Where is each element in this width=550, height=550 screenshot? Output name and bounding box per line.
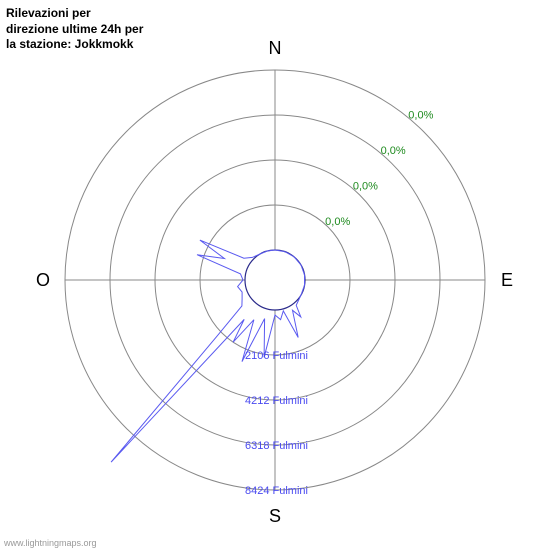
ring-count-label: 6318 Fulmini — [245, 440, 308, 452]
ring-pct-label: 0,0% — [408, 110, 433, 122]
ring-pct-label: 0,0% — [325, 216, 350, 228]
cardinal-e: E — [501, 270, 513, 290]
ring-pct-label: 0,0% — [381, 145, 406, 157]
ring-count-label: 8424 Fulmini — [245, 485, 308, 497]
cardinal-w: O — [36, 270, 50, 290]
cardinal-s: S — [269, 506, 281, 526]
polar-chart: N E S O 0,0% 0,0% 0,0% 0,0% 2106 Fulmini 4212 F… — [0, 0, 550, 550]
ring-count-label: 4212 Fulmini — [245, 395, 308, 407]
cardinal-n: N — [269, 38, 282, 58]
ring-count-label: 2106 Fulmini — [245, 350, 308, 362]
ring-pct-label: 0,0% — [353, 180, 378, 192]
footer-credit: www.lightningmaps.org — [4, 538, 97, 548]
